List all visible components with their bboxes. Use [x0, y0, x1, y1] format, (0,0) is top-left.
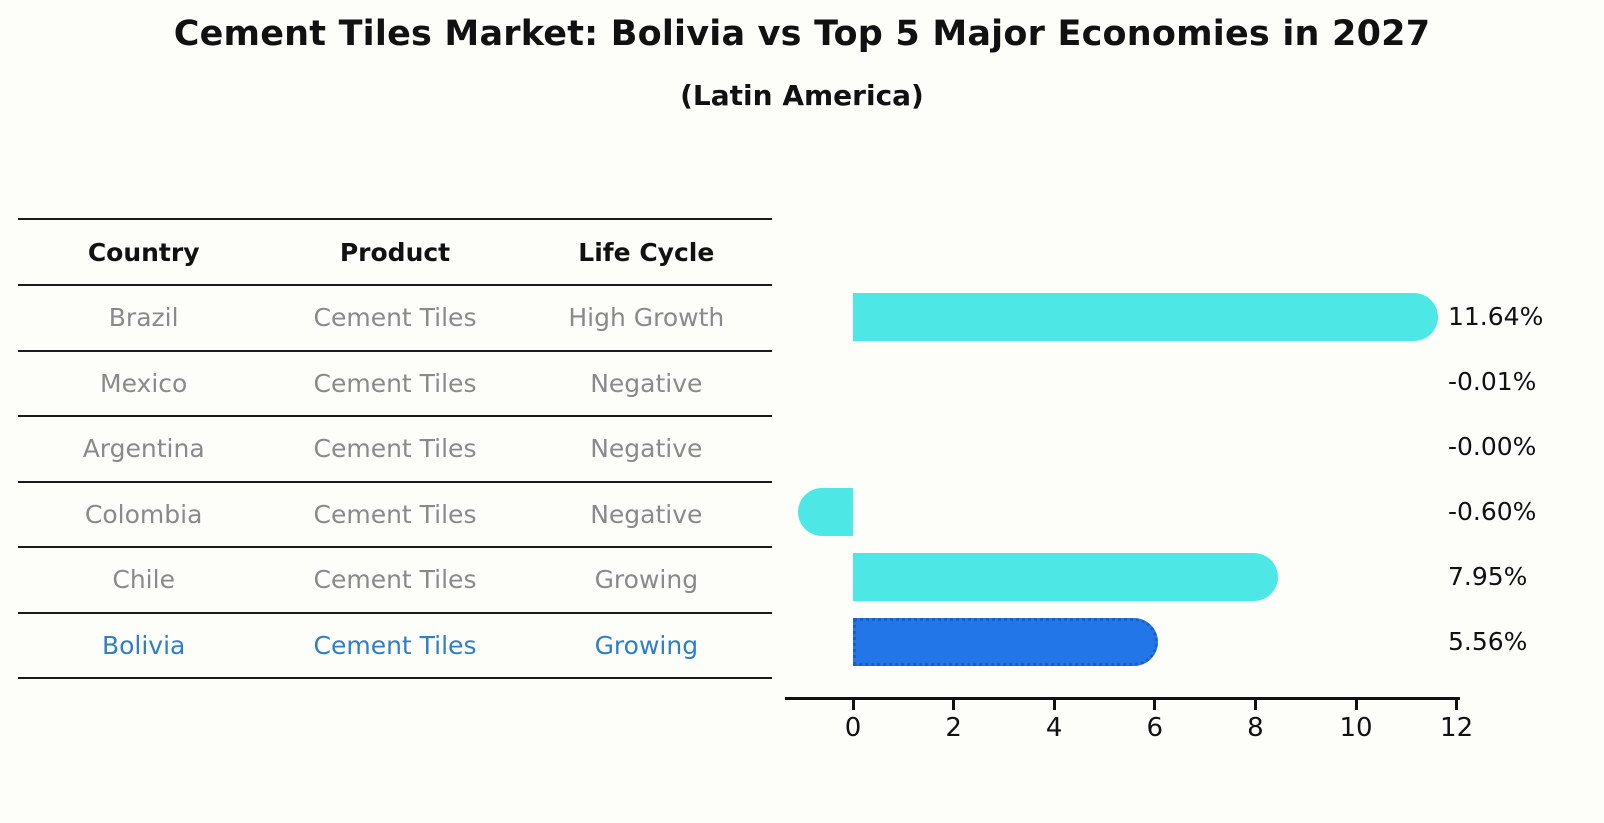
cell-country: Argentina	[82, 434, 205, 464]
bar-brazil	[853, 293, 1439, 341]
cell-country: Colombia	[84, 499, 203, 529]
cell-country: Mexico	[100, 368, 188, 398]
x-axis-tick-label: 4	[1045, 713, 1063, 743]
table-row-colombia: Colombia Cement Tiles Negative	[18, 483, 772, 548]
x-axis-tick	[851, 699, 855, 710]
bar-value-label-bolivia: 5.56%	[1448, 627, 1528, 656]
x-axis-tick-label: 0	[844, 713, 862, 743]
column-header-country: Country	[87, 237, 200, 267]
bar-value-label-colombia: -0.60%	[1448, 497, 1537, 526]
cell-life-cycle: Growing	[594, 630, 699, 660]
bar-bolivia	[853, 618, 1158, 666]
column-header-life-cycle: Life Cycle	[578, 237, 715, 267]
cell-life-cycle: Growing	[594, 565, 699, 595]
cell-country: Bolivia	[101, 630, 186, 660]
x-axis-tick-label: 2	[945, 713, 962, 743]
cell-product: Cement Tiles	[313, 434, 477, 464]
x-axis-line	[785, 697, 1460, 700]
x-axis-tick	[952, 699, 956, 710]
chart-subtitle: (Latin America)	[680, 79, 924, 112]
cell-life-cycle: Negative	[590, 368, 703, 398]
bar-value-label-brazil: 11.64%	[1448, 302, 1544, 331]
x-axis-tick	[1354, 699, 1358, 710]
x-axis-tick	[1253, 699, 1257, 710]
cell-product: Cement Tiles	[313, 565, 477, 595]
cell-product: Cement Tiles	[313, 499, 477, 529]
cell-life-cycle: High Growth	[568, 303, 725, 333]
table-header-row: Country Product Life Cycle	[18, 220, 772, 286]
cell-life-cycle: Negative	[590, 499, 703, 529]
bar-chile	[853, 553, 1278, 601]
table-row-brazil: Brazil Cement Tiles High Growth	[18, 286, 772, 352]
bar-value-label-mexico: -0.01%	[1448, 367, 1537, 396]
cell-product: Cement Tiles	[313, 630, 477, 660]
cell-life-cycle: Negative	[590, 434, 703, 464]
x-axis-tick-label: 12	[1440, 713, 1474, 743]
bar-value-label-argentina: -0.00%	[1448, 432, 1537, 461]
chart-title: Cement Tiles Market: Bolivia vs Top 5 Ma…	[173, 14, 1431, 54]
x-axis-tick	[1052, 699, 1056, 710]
x-axis-tick	[1455, 699, 1459, 710]
cell-country: Brazil	[108, 303, 179, 333]
country-table: Country Product Life Cycle Brazil Cement…	[18, 218, 772, 679]
x-axis-tick	[1153, 699, 1157, 710]
bar-value-label-chile: 7.95%	[1448, 562, 1528, 591]
x-axis-tick-label: 8	[1247, 713, 1264, 743]
cell-product: Cement Tiles	[313, 303, 477, 333]
table-row-mexico: Mexico Cement Tiles Negative	[18, 352, 772, 417]
column-header-product: Product	[339, 237, 451, 267]
table-row-chile: Chile Cement Tiles Growing	[18, 548, 772, 614]
x-axis-tick-label: 10	[1339, 713, 1373, 743]
cell-product: Cement Tiles	[313, 368, 477, 398]
x-axis-tick-label: 6	[1146, 713, 1164, 743]
cell-country: Chile	[112, 565, 175, 595]
table-row-argentina: Argentina Cement Tiles Negative	[18, 417, 772, 483]
table-row-bolivia-highlighted: Bolivia Cement Tiles Growing	[18, 614, 772, 679]
bar-colombia	[797, 488, 853, 536]
